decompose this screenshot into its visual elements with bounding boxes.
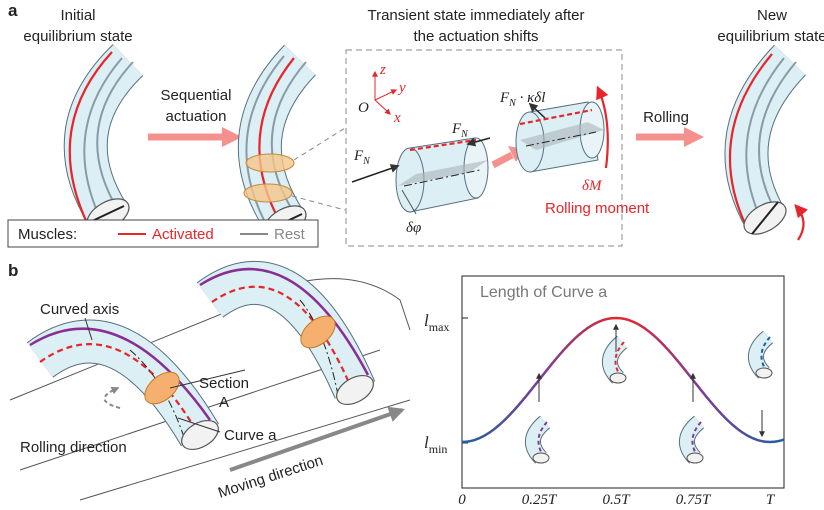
label: Section [199, 375, 249, 392]
inset [533, 453, 549, 463]
title: equilibrium state [717, 28, 824, 45]
arrow [684, 127, 704, 147]
x-tick-label: 0 [458, 492, 466, 508]
axis-label: z [379, 62, 386, 78]
title: equilibrium state [23, 28, 132, 45]
tube [70, 52, 135, 238]
axis-label: y [397, 80, 406, 96]
angle-label: δφ [406, 220, 421, 236]
legend-entry: Activated [152, 226, 214, 243]
x-tick-label: T [766, 492, 776, 508]
force-label: FN · κδl [499, 90, 545, 109]
label: Moving direction [216, 452, 325, 502]
label: Rolling [643, 109, 689, 126]
inset [687, 422, 699, 458]
axis-label: O [358, 100, 369, 116]
title: Transient state immediately after [367, 7, 584, 24]
label: Rolling direction [20, 439, 127, 456]
force-label: FN [451, 121, 469, 140]
tube [730, 54, 804, 241]
axis-label: x [393, 110, 401, 126]
legend: Muscles: Activated Rest [8, 220, 318, 247]
figure: a Initial equilibrium state Sequential a… [0, 0, 824, 510]
label: A [219, 394, 229, 411]
axes: z y x O [358, 62, 406, 126]
title: New [757, 7, 787, 24]
plot: Length of Curve a lmax lmin 0 0.25T 0.5T… [424, 276, 784, 508]
moment-label: δM [582, 178, 603, 194]
inset [756, 337, 768, 373]
arrow [493, 155, 512, 165]
title: Initial [60, 7, 95, 24]
panel-label: a [8, 1, 18, 20]
moment-label: Rolling moment [545, 200, 650, 217]
plot-title: Length of Curve a [480, 284, 607, 301]
label: actuation [166, 108, 227, 125]
force-label: FN [353, 148, 371, 167]
label: Sequential [161, 87, 232, 104]
tube [244, 56, 345, 245]
x-tick-label: 0.5T [602, 492, 631, 508]
inset [756, 368, 772, 378]
title: the actuation shifts [413, 28, 538, 45]
inset [687, 453, 703, 463]
panel-label: b [8, 261, 18, 280]
inset [533, 422, 545, 458]
y-label: lmin [424, 433, 447, 456]
label: Curve a [224, 427, 277, 444]
legend-title: Muscles: [18, 226, 77, 243]
x-tick-label: 0.25T [522, 492, 558, 508]
y-label: lmax [424, 311, 449, 334]
inset [610, 373, 626, 383]
label: Curved axis [40, 301, 119, 318]
section-cylinder [352, 138, 490, 214]
legend-entry: Rest [274, 226, 306, 243]
x-tick-label: 0.75T [676, 492, 712, 508]
